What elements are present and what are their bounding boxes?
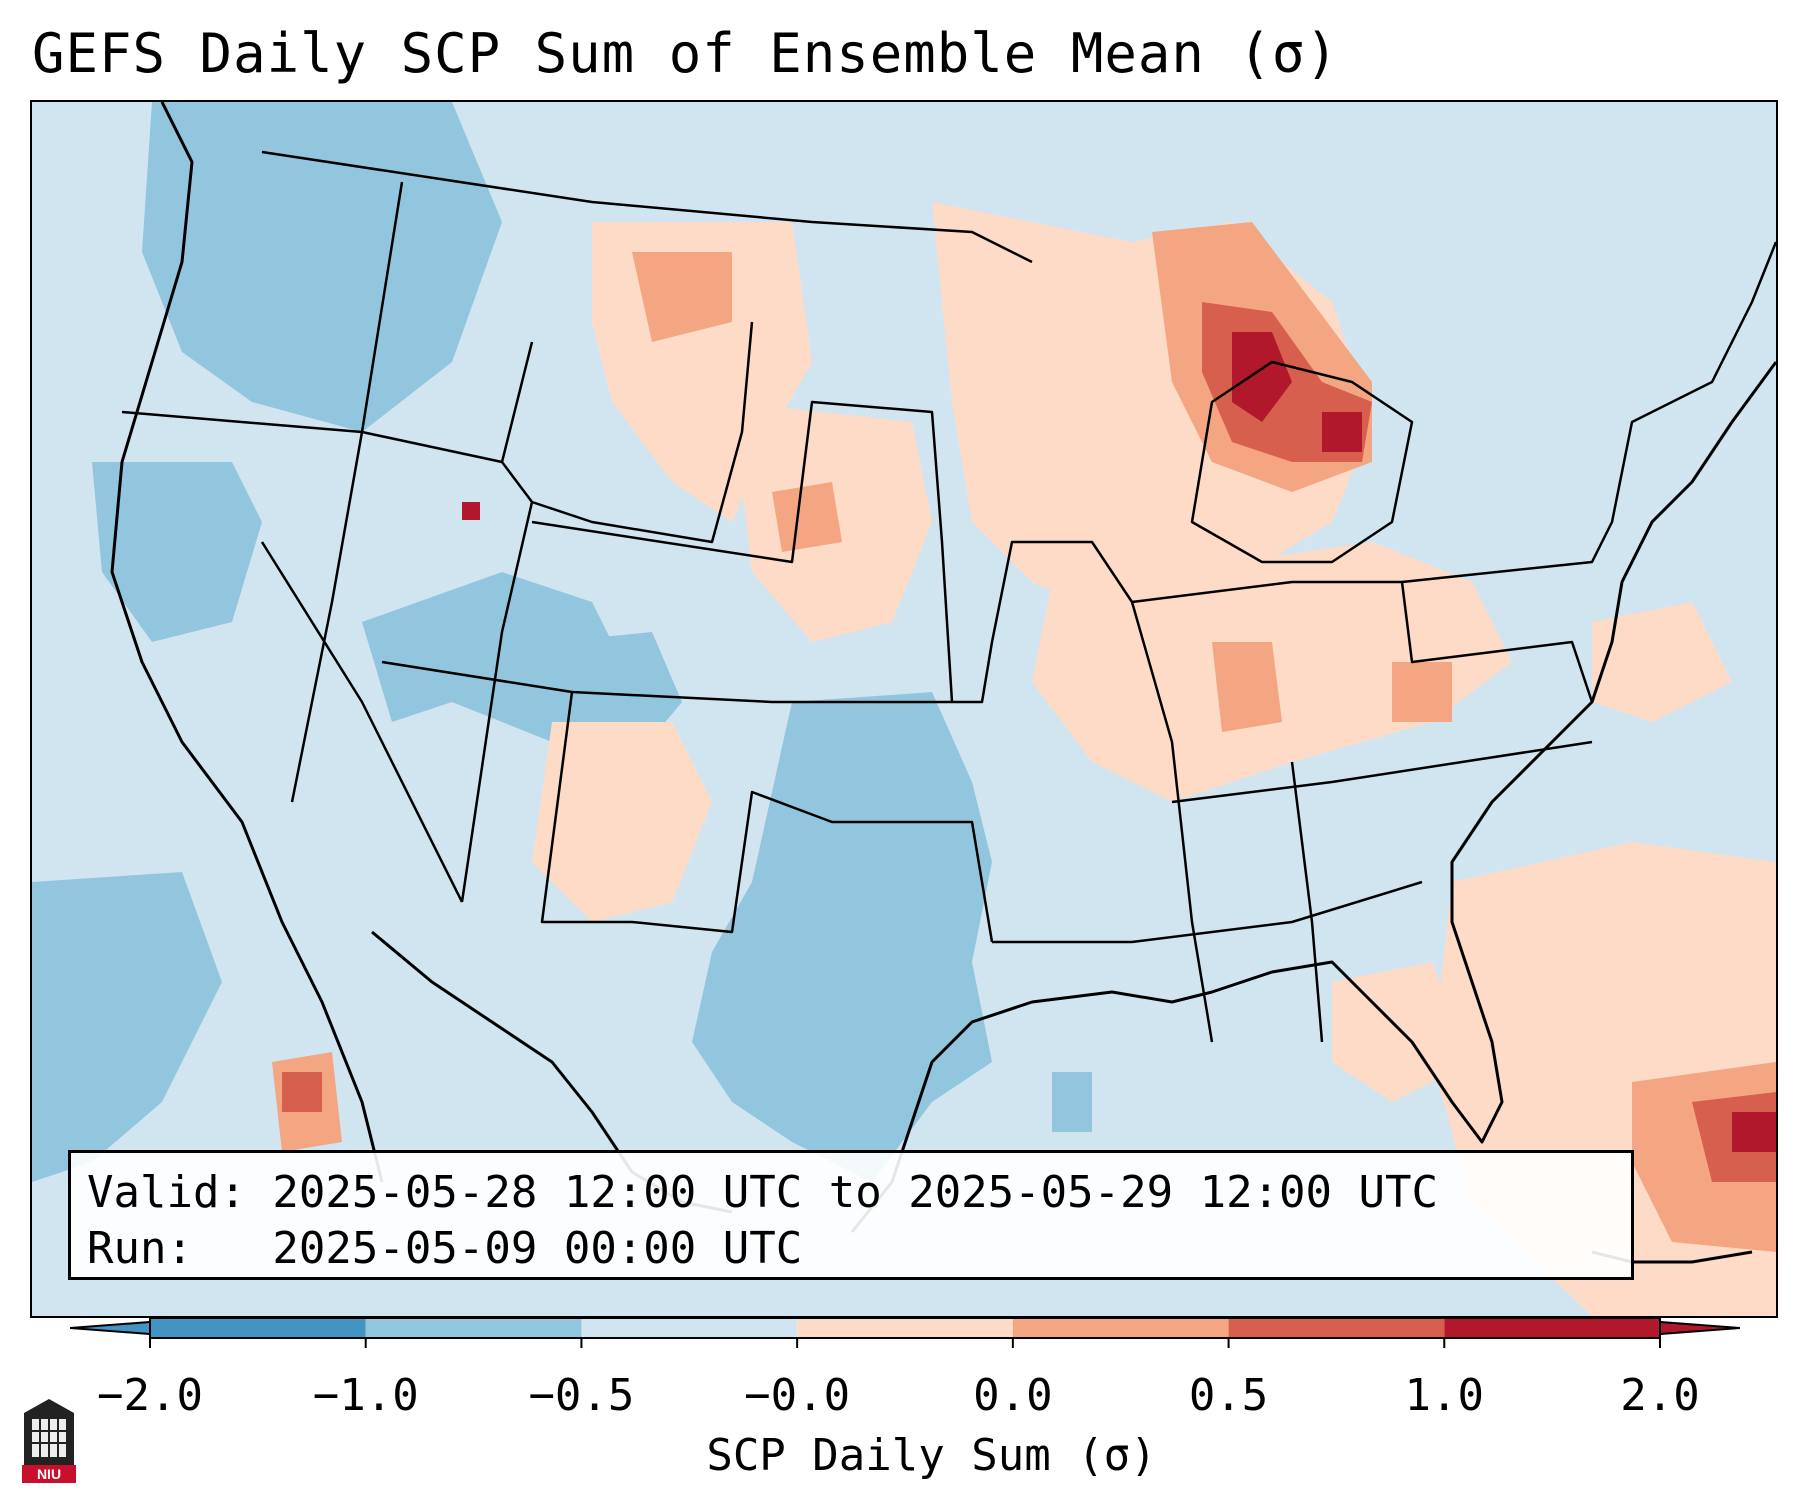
colorbar [70, 1318, 1740, 1348]
colorbar-tick-label: −1.0 [312, 1370, 419, 1421]
map-panel[interactable] [30, 100, 1778, 1318]
colorbar-tick-label: 0.0 [973, 1370, 1053, 1421]
west-coast [110, 102, 384, 1183]
tennessee-borders [1171, 740, 1593, 804]
negative-anomaly-areas [32, 102, 1092, 1182]
new-mexico-anomaly [532, 722, 712, 922]
northeast-borders [1401, 241, 1776, 584]
colorbar-segment [1012, 1318, 1229, 1338]
caribbean-max [1732, 1112, 1776, 1152]
ohio-valley-borders [1131, 580, 1594, 703]
idaho-oregon-border [290, 181, 404, 803]
great-basin-anomaly [362, 572, 622, 742]
validity-info-box: Valid: 2025-05-28 12:00 UTC to 2025-05-2… [68, 1150, 1634, 1280]
alabama-georgia-border [1290, 761, 1324, 1043]
pacific-ocean-anomaly [32, 872, 222, 1182]
valid-time-line: Valid: 2025-05-28 12:00 UTC to 2025-05-2… [87, 1167, 1439, 1218]
mid-latitude-borders [381, 540, 1174, 743]
colorbar-tick-label: −0.0 [744, 1370, 851, 1421]
gulf-atlantic-coast [850, 361, 1776, 1233]
central-borders [531, 400, 954, 703]
michigan-max [1232, 332, 1292, 422]
colorbar-segment [581, 1318, 798, 1338]
colorbar-tick-label: 0.5 [1188, 1370, 1269, 1421]
max-positive-areas [462, 332, 1776, 1152]
logo-text: NIU [37, 1466, 61, 1482]
colorbar-extend-low [70, 1320, 151, 1336]
niu-logo-icon: NIU [22, 1399, 76, 1483]
colorbar-segment [150, 1318, 366, 1338]
montana-wyoming-border [501, 321, 754, 544]
colorbar-segment [1228, 1318, 1445, 1338]
michigan-outline [1190, 360, 1414, 564]
colorbar-tick-label: 2.0 [1620, 1370, 1700, 1421]
colorbar-tick-label: −0.5 [528, 1370, 635, 1421]
utah-nevada-line [460, 501, 534, 903]
texas-anomaly [692, 692, 992, 1182]
ohio-hotspot [1392, 662, 1452, 722]
colorbar-segment [365, 1318, 582, 1338]
colorbar-tick-label: −2.0 [97, 1370, 203, 1421]
page-title: GEFS Daily SCP Sum of Ensemble Mean (σ) [32, 22, 1339, 85]
colorbar-segment [797, 1318, 1013, 1338]
indiana-hotspot [1212, 642, 1282, 732]
colorbar-segments [149, 1318, 1661, 1348]
canada-border [261, 150, 1033, 264]
nevada-california-border [260, 541, 464, 903]
southern-borders [992, 880, 1423, 944]
state-borders [121, 150, 1776, 1043]
baja-high [282, 1072, 322, 1112]
mid-atlantic-anomaly [1592, 602, 1732, 722]
oregon-california-border [121, 410, 363, 434]
lake-huron-max [1322, 412, 1362, 452]
utah-max [462, 502, 480, 520]
northern-california-anomaly [92, 462, 262, 642]
map-svg [32, 102, 1776, 1316]
colorbar-segment [1444, 1318, 1660, 1338]
colorbar-extend-high [1659, 1320, 1740, 1336]
colorbar-tick-label: 1.0 [1404, 1370, 1485, 1421]
montana-hotspot [632, 252, 732, 342]
four-corners-borders [540, 691, 994, 943]
gulf-small-anomaly [1052, 1072, 1092, 1132]
nebraska-hotspot [772, 482, 842, 552]
pacific-northwest-anomaly [142, 102, 502, 432]
colorbar-label: SCP Daily Sum (σ) [706, 1430, 1157, 1481]
run-time-line: Run: 2025-05-09 00:00 UTC [87, 1223, 803, 1274]
